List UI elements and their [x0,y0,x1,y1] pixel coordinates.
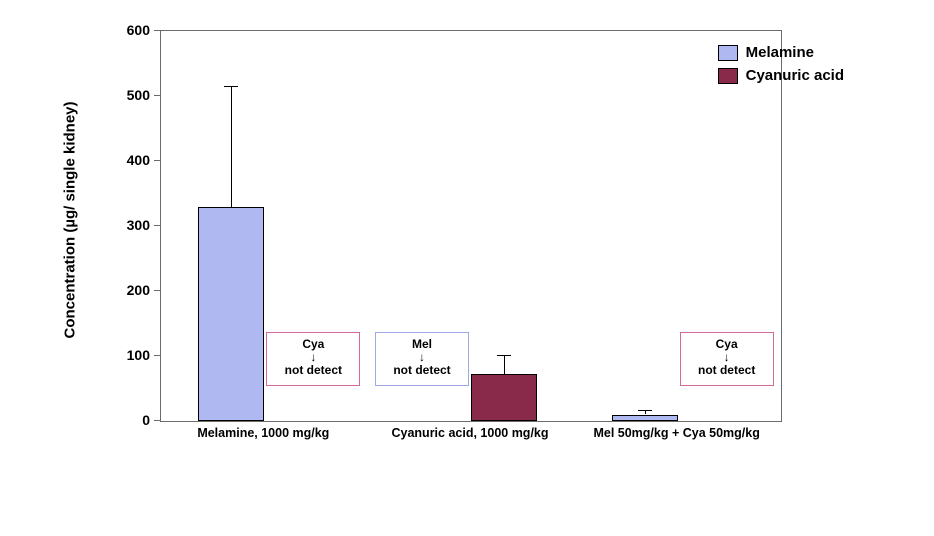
legend-swatch [718,68,738,84]
bar [198,207,264,422]
y-tick-label: 400 [50,152,150,168]
y-tick-label: 200 [50,282,150,298]
error-bar [231,86,232,206]
x-category-label: Mel 50mg/kg + Cya 50mg/kg [593,426,759,440]
y-tick-mark [154,225,160,226]
y-tick-mark [154,420,160,421]
not-detect-box: Cya↓not detect [680,332,774,386]
legend-item: Melamine [718,44,844,61]
y-tick-mark [154,290,160,291]
y-tick-label: 500 [50,87,150,103]
bar [471,374,537,421]
nd-text: not detect [393,363,450,377]
y-tick-mark [154,355,160,356]
x-category-label: Melamine, 1000 mg/kg [197,426,329,440]
not-detect-box: Cya↓not detect [266,332,360,386]
legend-label: Cyanuric acid [746,67,844,84]
legend: Melamine Cyanuric acid [718,44,844,90]
nd-text: not detect [285,363,342,377]
legend-label: Melamine [746,44,814,61]
nd-label: Cya [302,337,324,351]
not-detect-box: Mel↓not detect [375,332,469,386]
error-cap [497,355,511,356]
down-arrow-icon: ↓ [267,351,359,363]
error-bar [504,355,505,375]
nd-text: not detect [698,363,755,377]
y-tick-label: 0 [50,412,150,428]
y-tick-mark [154,30,160,31]
legend-item: Cyanuric acid [718,67,844,84]
error-cap [638,410,652,411]
chart-container: Concentration (µg/ single kidney) Cya↓no… [50,20,884,516]
x-category-label: Cyanuric acid, 1000 mg/kg [391,426,548,440]
nd-label: Mel [412,337,432,351]
down-arrow-icon: ↓ [376,351,468,363]
down-arrow-icon: ↓ [681,351,773,363]
y-tick-label: 600 [50,22,150,38]
bar [612,415,678,422]
y-tick-mark [154,160,160,161]
legend-swatch [718,45,738,61]
error-cap [224,86,238,87]
y-tick-mark [154,95,160,96]
plot-area: Cya↓not detectMel↓not detectCya↓not dete… [160,30,782,422]
nd-label: Cya [716,337,738,351]
y-tick-label: 300 [50,217,150,233]
y-tick-label: 100 [50,347,150,363]
